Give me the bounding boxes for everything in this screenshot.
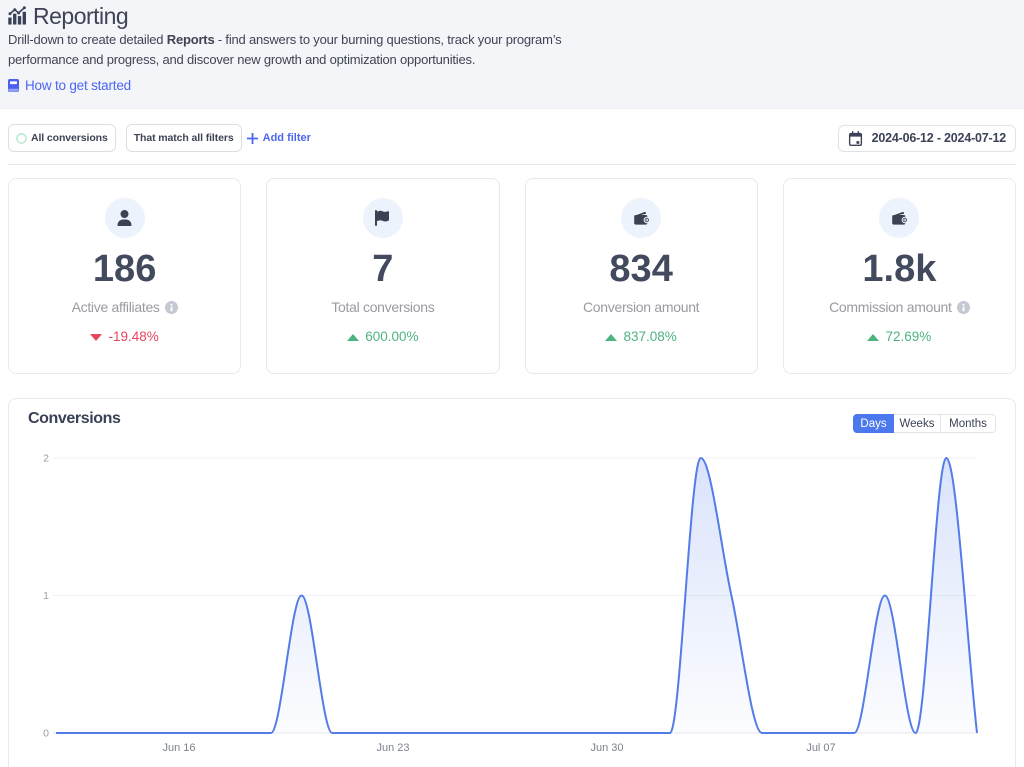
svg-text:2: 2	[43, 453, 49, 465]
svg-text:0: 0	[43, 728, 49, 740]
svg-text:1: 1	[43, 590, 49, 602]
svg-text:Jun 16: Jun 16	[162, 742, 195, 754]
svg-text:Jun 30: Jun 30	[590, 742, 623, 754]
svg-text:Jun 23: Jun 23	[376, 742, 409, 754]
svg-text:Jul 07: Jul 07	[806, 742, 835, 754]
